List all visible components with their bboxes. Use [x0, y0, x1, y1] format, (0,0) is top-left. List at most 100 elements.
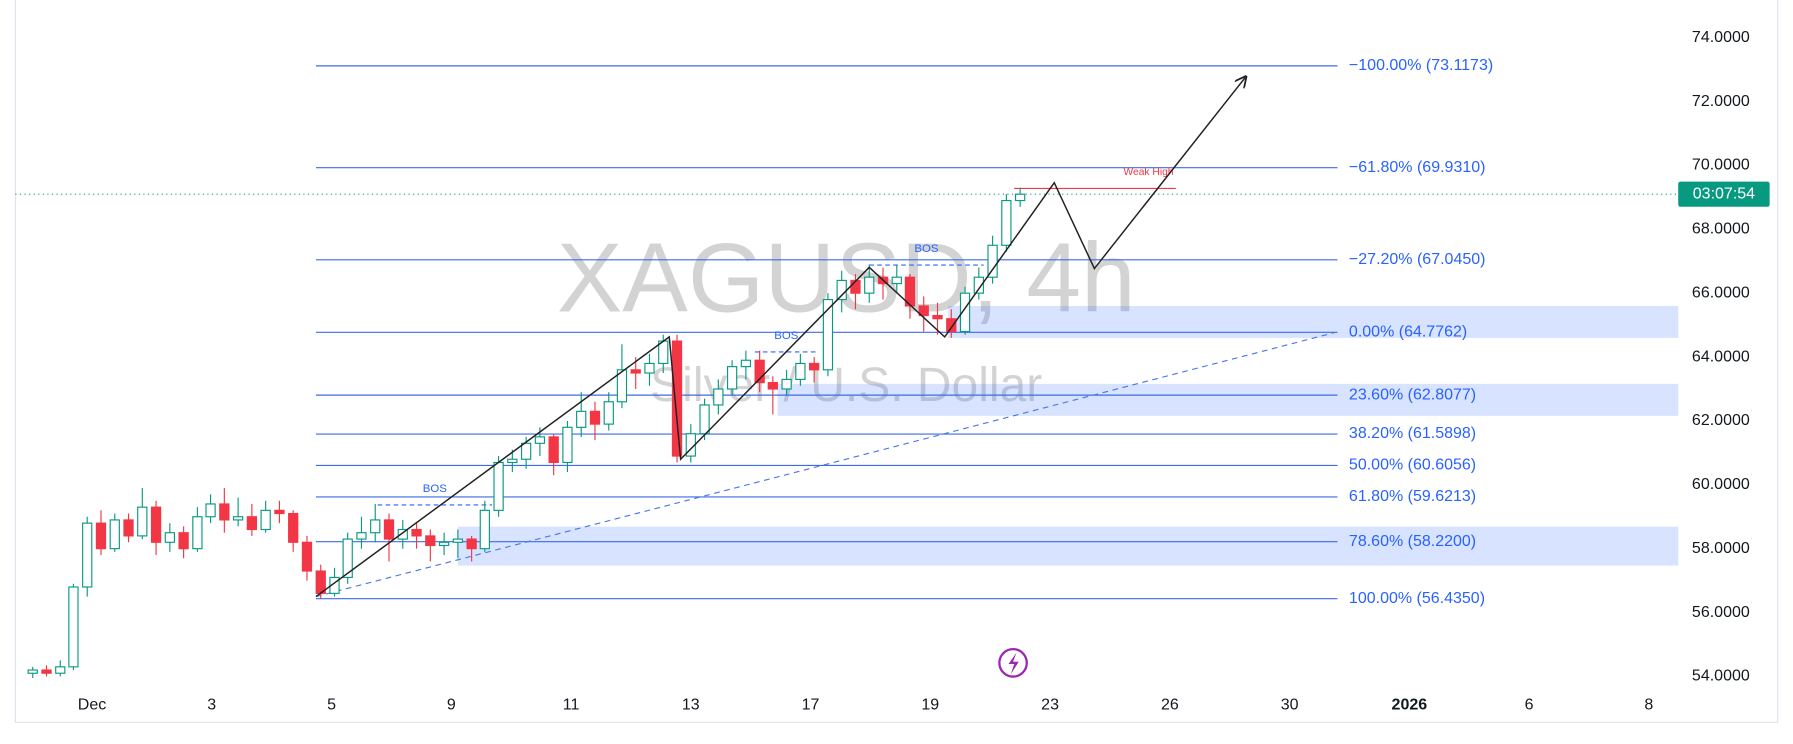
fib-label: 61.80% (59.6213)	[1349, 488, 1476, 505]
candle-body	[205, 503, 216, 518]
candle-body	[781, 378, 792, 390]
candle-body	[822, 298, 834, 371]
candle-body	[232, 516, 244, 521]
candle-body	[288, 512, 299, 543]
candle-body	[397, 528, 408, 540]
y-tick-label: 56.0000	[1692, 604, 1750, 621]
lightning-glyph	[1008, 652, 1019, 675]
candle-body	[836, 279, 847, 301]
candle-body	[411, 528, 422, 537]
candle-body	[726, 366, 738, 390]
fib-label: −61.80% (69.9310)	[1349, 159, 1486, 176]
fib-label: 38.20% (61.5898)	[1349, 425, 1476, 442]
candle-body	[137, 506, 148, 537]
candle-body	[795, 362, 806, 380]
bos-label: BOS	[774, 330, 798, 342]
y-tick-label: 64.0000	[1692, 348, 1750, 365]
candle-body	[671, 340, 683, 457]
y-tick-label: 62.0000	[1692, 412, 1750, 429]
candle-body	[959, 292, 971, 333]
y-tick-label: 74.0000	[1692, 29, 1750, 46]
candle-body	[767, 382, 778, 390]
x-tick-label: 30	[1281, 696, 1299, 713]
candle-body	[178, 532, 189, 550]
candle-body	[274, 509, 285, 515]
fib-label: 23.60% (62.8077)	[1349, 386, 1476, 403]
zone	[457, 526, 1679, 566]
candle-body	[27, 669, 38, 674]
x-tick-label: 8	[1644, 696, 1653, 713]
candle-body	[987, 244, 998, 278]
candle-body	[699, 404, 710, 435]
candle-body	[946, 318, 957, 333]
candle-body	[82, 522, 93, 588]
fib-label: −27.20% (67.0450)	[1349, 251, 1486, 268]
fib-label: 100.00% (56.4350)	[1349, 590, 1485, 607]
timer-box	[1678, 181, 1770, 207]
watermark-title: XAGUSD, 4h	[557, 223, 1136, 333]
x-tick-label: 3	[207, 696, 216, 713]
lightning-icon[interactable]	[998, 647, 1028, 678]
candle-body	[425, 535, 436, 547]
y-tick-label: 54.0000	[1692, 668, 1750, 685]
y-tick-label: 60.0000	[1692, 476, 1750, 493]
y-tick-label: 72.0000	[1692, 93, 1750, 110]
candle-body	[68, 586, 79, 668]
x-tick-label: 13	[682, 696, 700, 713]
candle-body	[356, 532, 367, 540]
candle-body	[55, 666, 66, 674]
x-tick-label: 5	[327, 696, 336, 713]
y-tick-label: 58.0000	[1692, 540, 1750, 557]
candle-body	[918, 305, 929, 317]
candle-body	[109, 519, 120, 550]
candle-body	[383, 519, 395, 540]
bos-label: BOS	[423, 483, 447, 495]
candle-body	[740, 359, 752, 368]
candle-body	[630, 369, 641, 374]
candle-body	[246, 516, 258, 531]
fib-label: 0.00% (64.7762)	[1349, 323, 1467, 340]
x-tick-label: 23	[1041, 696, 1059, 713]
candle-body	[603, 401, 614, 425]
candle-body	[1014, 193, 1026, 202]
candle-body	[891, 276, 902, 285]
candle-body	[548, 436, 559, 464]
candle-body	[534, 436, 546, 444]
candle-body	[41, 669, 52, 674]
candle-body	[507, 458, 518, 464]
projection-path	[315, 77, 1246, 598]
x-tick-label: 19	[921, 696, 939, 713]
candle-body	[301, 541, 313, 572]
candle-body	[123, 519, 134, 537]
candle-body	[973, 276, 984, 294]
fib-label: 78.60% (58.2200)	[1349, 533, 1476, 550]
candle-body	[754, 359, 765, 384]
bos-label: BOS	[914, 243, 938, 255]
candle-body	[864, 276, 875, 294]
x-tick-label: 9	[447, 696, 456, 713]
x-tick-label: 26	[1161, 696, 1179, 713]
candle-body	[479, 509, 490, 550]
trend-line	[315, 331, 1336, 598]
candle-body	[219, 503, 230, 521]
zone	[777, 383, 1679, 416]
candle-body	[164, 532, 175, 543]
y-tick-label: 68.0000	[1692, 221, 1750, 238]
candle-body	[809, 362, 820, 371]
x-tick-label: 6	[1525, 696, 1534, 713]
candle-body	[452, 538, 464, 543]
candle-body	[713, 388, 724, 406]
x-tick-label: 2026	[1392, 696, 1428, 713]
candle-body	[520, 442, 532, 460]
candle-body	[576, 410, 587, 428]
fib-label: 50.00% (60.6056)	[1349, 457, 1476, 474]
candle-body	[438, 541, 450, 547]
x-tick-label: 11	[563, 696, 580, 713]
timer: 03:07:54	[1693, 185, 1755, 202]
fib-label: −100.00% (73.1173)	[1349, 57, 1493, 74]
candle-body	[466, 538, 477, 550]
y-tick-label: 70.0000	[1692, 157, 1750, 174]
candle-body	[342, 538, 353, 578]
candle-body	[370, 519, 381, 534]
